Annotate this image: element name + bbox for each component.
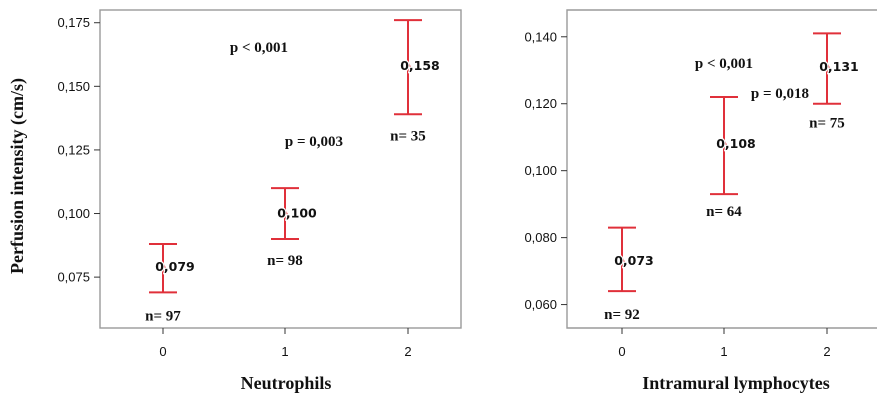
y-tick-label: 0,100: [524, 163, 557, 178]
y-tick-label: 0,175: [57, 15, 90, 30]
data-point: [618, 256, 626, 265]
x-tick-label: 1: [281, 344, 288, 359]
y-tick-label: 0,150: [57, 79, 90, 94]
data-point: [823, 61, 831, 70]
y-tick-label: 0,080: [524, 230, 557, 245]
y-tick-label: 0,060: [524, 297, 557, 312]
p-value-annotation: p < 0,001: [695, 56, 753, 72]
n-label: n= 98: [267, 253, 303, 269]
n-label: n= 35: [390, 128, 426, 144]
data-label: 0,073: [614, 253, 654, 268]
data-label: 0,100: [277, 206, 317, 221]
x-tick-label: 0: [159, 344, 166, 359]
p-value-annotation: p < 0,001: [230, 40, 288, 56]
chart-panel-lymphocytes: 0,060 0,080 0,100 0,120 0,140 0 1 2 0,073 n= 92 0,…: [524, 9, 877, 359]
data-label: 0,079: [155, 259, 195, 274]
x-tick-label: 2: [823, 344, 830, 359]
x-axis-title-right: Intramural lymphocytes: [642, 373, 830, 393]
n-label: n= 64: [706, 204, 742, 220]
x-tick-label: 0: [618, 344, 625, 359]
n-label: n= 75: [809, 116, 845, 132]
y-tick-label: 0,125: [57, 142, 90, 157]
chart-panel-neutrophils: 0,075 0,100 0,125 0,150 0,175 0 1 2 0,079 n= 97 0,…: [57, 9, 462, 359]
data-point: [720, 138, 728, 147]
y-axis-title: Perfusion intensity (cm/s): [7, 78, 28, 274]
p-value-annotation: p = 0,003: [285, 134, 343, 150]
plot-frame: [99, 9, 462, 329]
x-tick-label: 2: [404, 344, 411, 359]
y-tick-label: 0,120: [524, 96, 557, 111]
y-tick-label: 0,075: [57, 270, 90, 285]
data-label: 0,158: [400, 58, 440, 73]
y-tick-label: 0,140: [524, 29, 557, 44]
data-point: [281, 208, 289, 217]
data-point: [404, 60, 412, 69]
x-axis-title-left: Neutrophils: [241, 373, 332, 393]
x-tick-label: 1: [720, 344, 727, 359]
n-label: n= 97: [145, 308, 181, 324]
y-tick-label: 0,100: [57, 206, 90, 221]
p-value-annotation: p = 0,018: [751, 86, 809, 102]
data-label: 0,108: [716, 136, 756, 151]
data-point: [159, 261, 167, 270]
plot-frame: [566, 9, 877, 329]
n-label: n= 92: [604, 307, 640, 323]
data-label: 0,131: [819, 59, 859, 74]
